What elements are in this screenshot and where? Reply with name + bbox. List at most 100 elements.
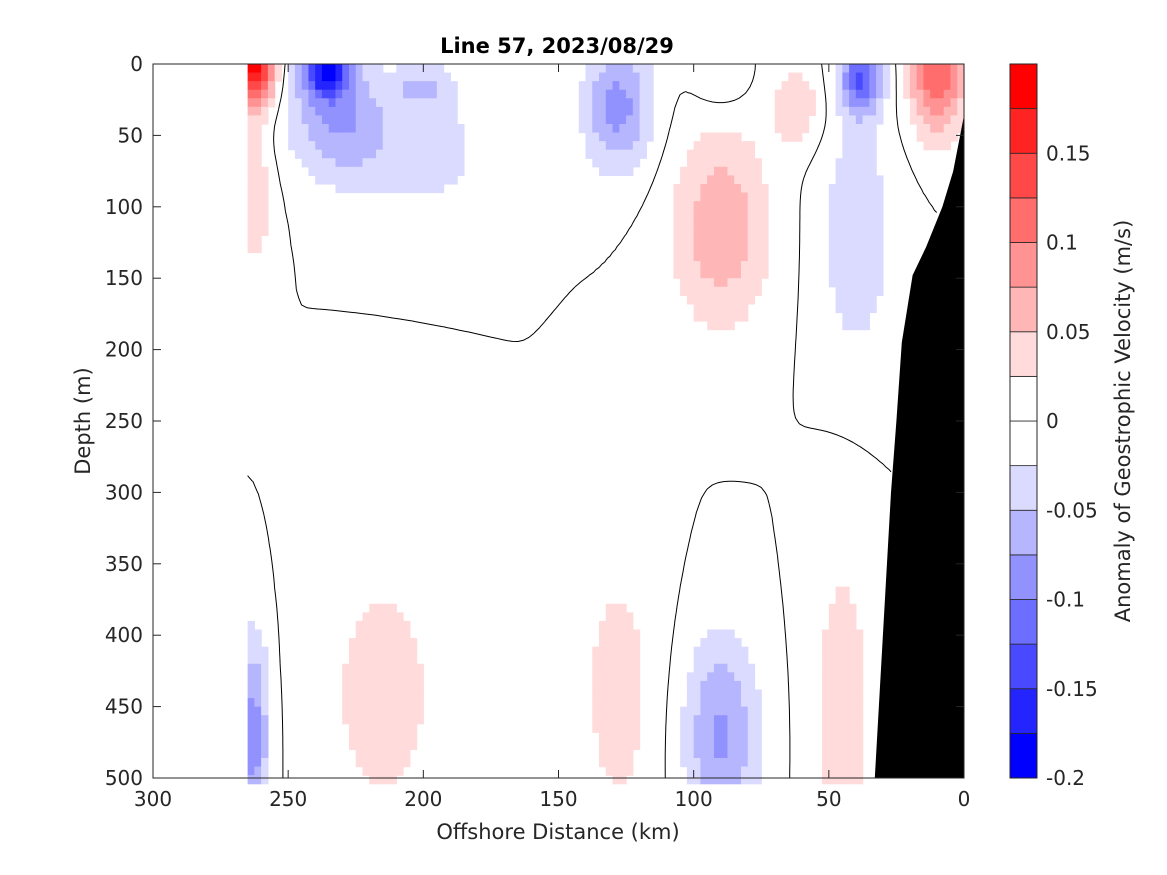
contour-cell [822, 646, 830, 656]
contour-cell [436, 123, 445, 134]
contour-cell [842, 243, 850, 254]
contour-cell [673, 218, 681, 228]
contour-cell [862, 141, 870, 151]
contour-cell [686, 261, 695, 271]
contour-cell [443, 158, 451, 168]
contour-cell [423, 72, 431, 82]
contour-cell [619, 689, 627, 699]
contour-cell [605, 132, 614, 142]
contour-cell [348, 166, 357, 176]
contour-cell [369, 612, 377, 622]
contour-cell [605, 672, 614, 682]
contour-cell [423, 132, 431, 142]
contour-cell [734, 758, 742, 768]
contour-cell [720, 646, 729, 656]
contour-cell [855, 123, 864, 134]
contour-cell [727, 183, 735, 194]
contour-cell [828, 226, 837, 236]
contour-cell [254, 81, 262, 91]
contour-cell [855, 723, 864, 733]
contour-cell [727, 758, 735, 768]
contour-cell [957, 89, 965, 99]
contour-cell [849, 64, 857, 74]
contour-cell [734, 680, 742, 691]
contour-cell [700, 269, 708, 279]
contour-cell [828, 218, 837, 228]
contour-cell [605, 732, 614, 742]
contour-cell [261, 98, 269, 108]
contour-cell [707, 132, 715, 142]
contour-cell [707, 698, 715, 708]
contour-cell [335, 175, 343, 185]
contour-cell [835, 192, 843, 202]
contour-cell [707, 715, 715, 725]
contour-cell [369, 655, 377, 665]
contour-cell [254, 638, 262, 648]
contour-cell [376, 680, 384, 691]
contour-cell [673, 209, 681, 219]
contour-cell [849, 732, 857, 742]
contour-cell [376, 775, 384, 785]
contour-cell [707, 740, 715, 751]
contour-cell [720, 715, 729, 725]
contour-cell [720, 775, 729, 785]
contour-cell [713, 723, 722, 733]
contour-cell [592, 98, 600, 108]
contour-cell [713, 303, 722, 314]
contour-cell [409, 98, 418, 108]
contour-cell [335, 123, 343, 134]
contour-cell [869, 64, 877, 74]
contour-cell [389, 715, 397, 725]
contour-cell [855, 149, 864, 159]
contour-cell [720, 141, 729, 151]
contour-cell [740, 775, 749, 785]
contour-cell [849, 321, 857, 331]
contour-cell [713, 192, 722, 202]
contour-cell [855, 261, 864, 271]
contour-cell [599, 158, 607, 168]
contour-cell [828, 638, 837, 648]
contour-cell [727, 723, 735, 733]
contour-cell [328, 166, 337, 176]
contour-cell [930, 123, 938, 134]
contour-cell [382, 115, 391, 125]
contour-cell [754, 775, 762, 785]
contour-cell [335, 166, 343, 176]
contour-cell [869, 278, 877, 288]
contour-cell [680, 243, 688, 254]
contour-cell [396, 663, 404, 673]
contour-cell [713, 218, 722, 228]
contour-cell [720, 689, 729, 699]
contour-cell [355, 740, 364, 751]
contour-cell [382, 672, 391, 682]
contour-cell [599, 620, 607, 631]
contour-cell [409, 723, 418, 733]
contour-cell [855, 698, 864, 708]
contour-cell [599, 646, 607, 656]
contour-cell [923, 123, 931, 134]
contour-cell [403, 149, 411, 159]
contour-cell [247, 158, 255, 168]
contour-cell [713, 252, 722, 262]
contour-cell [321, 115, 330, 125]
contour-cell [321, 149, 330, 159]
contour-cell [612, 620, 620, 631]
contour-cell [342, 175, 350, 185]
contour-cell [720, 732, 729, 742]
contour-cell [855, 295, 864, 305]
contour-cell [389, 612, 397, 622]
contour-cell [936, 98, 945, 108]
x-tick-label: 100 [675, 787, 713, 811]
contour-cell [376, 723, 384, 733]
contour-cell [416, 706, 424, 716]
contour-cell [342, 680, 350, 691]
contour-cell [849, 663, 857, 673]
contour-cell [686, 680, 695, 691]
contour-cell [713, 312, 722, 322]
contour-cell [315, 166, 323, 176]
contour-cell [849, 286, 857, 296]
contour-cell [254, 226, 262, 236]
contour-cell [436, 81, 445, 91]
contour-cell [835, 98, 843, 108]
contour-cell [348, 106, 357, 117]
